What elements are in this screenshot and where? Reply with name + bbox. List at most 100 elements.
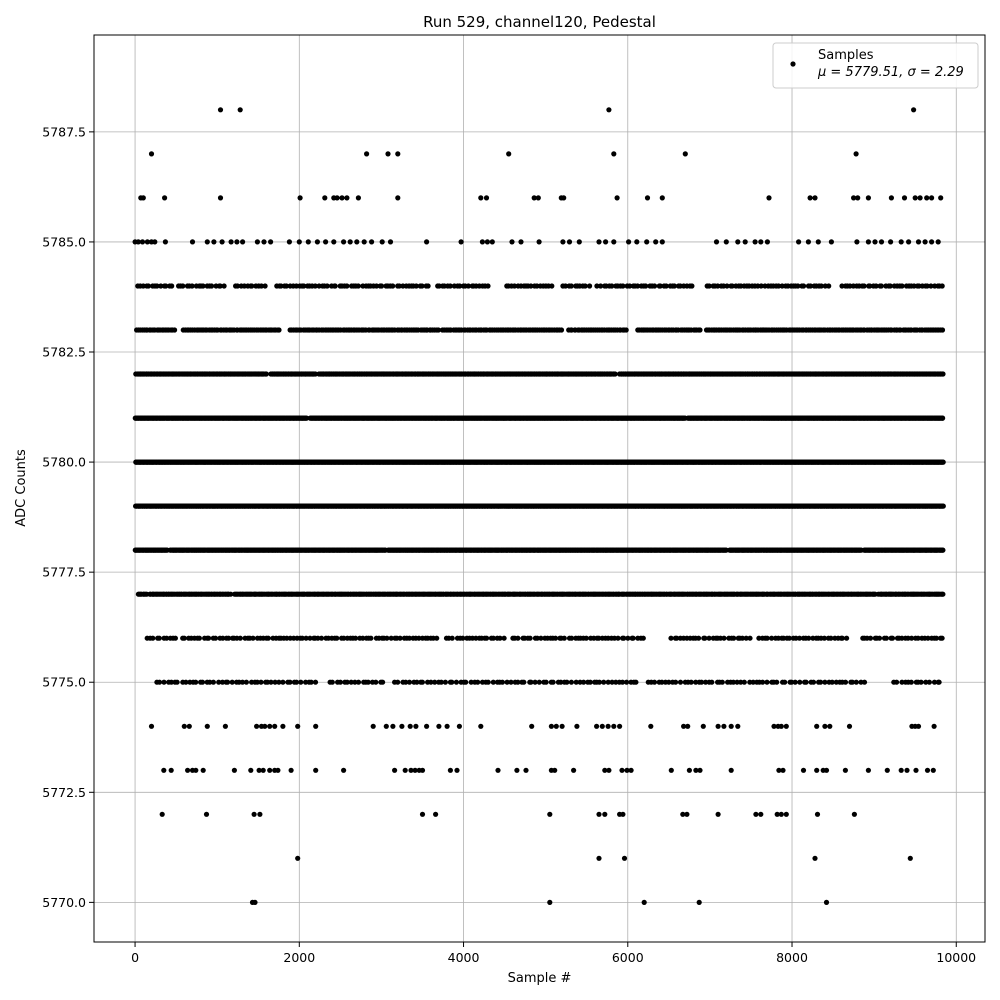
sample-point	[295, 723, 301, 729]
sample-point	[619, 767, 625, 773]
sample-point	[329, 679, 335, 685]
sample-point	[237, 635, 243, 641]
sample-point	[183, 679, 189, 685]
sample-point	[739, 635, 746, 641]
sample-point	[571, 767, 577, 773]
sample-point	[666, 679, 672, 685]
sample-point	[222, 723, 228, 729]
sample-point	[568, 679, 575, 685]
sample-point	[484, 635, 490, 641]
sample-point	[621, 635, 627, 641]
sample-point	[605, 679, 611, 685]
sample-point	[293, 679, 300, 685]
sample-point	[827, 723, 833, 729]
sample-point	[352, 635, 359, 641]
sample-point	[624, 767, 630, 773]
sample-point	[416, 635, 422, 641]
sample-point	[693, 767, 699, 773]
sample-point	[298, 679, 304, 685]
sample-point	[490, 635, 496, 641]
sample-point	[702, 635, 708, 641]
sample-point	[159, 811, 165, 817]
sample-point	[438, 679, 444, 685]
sample-point	[786, 635, 792, 641]
sample-point	[433, 811, 439, 817]
sample-point	[186, 723, 192, 729]
sample-point	[674, 635, 680, 641]
sample-point	[594, 723, 600, 729]
sample-point	[559, 723, 565, 729]
sample-point	[764, 635, 770, 641]
sample-point	[776, 767, 782, 773]
sample-point	[730, 679, 737, 685]
sample-point	[728, 723, 734, 729]
sample-point	[258, 679, 264, 685]
sample-point	[778, 811, 784, 817]
sample-point	[865, 767, 872, 773]
sample-point	[406, 679, 413, 685]
sample-point	[771, 723, 777, 729]
sample-point	[648, 723, 654, 729]
sample-point	[193, 679, 199, 685]
sample-point	[547, 811, 553, 817]
sample-point	[822, 679, 828, 685]
sample-point	[789, 679, 795, 685]
sample-point	[384, 635, 390, 641]
sample-point	[581, 679, 587, 685]
sample-point	[696, 899, 702, 906]
sample-point	[254, 679, 260, 685]
sample-point	[842, 679, 849, 685]
sample-point	[312, 679, 319, 685]
sample-point	[550, 679, 556, 685]
sample-point	[735, 723, 741, 729]
sample-point	[703, 679, 709, 685]
sample-point	[904, 767, 910, 773]
sample-point	[915, 723, 922, 729]
sample-point	[313, 723, 319, 729]
sample-point	[620, 811, 626, 817]
sample-point	[894, 679, 900, 685]
sample-point	[150, 635, 156, 641]
sample-point	[449, 679, 455, 685]
sample-point	[613, 679, 619, 685]
sample-point	[814, 767, 820, 773]
sample-point	[528, 679, 534, 685]
sample-point	[800, 767, 807, 773]
sample-point	[884, 767, 890, 773]
sample-point	[677, 679, 684, 685]
sample-point	[210, 679, 216, 685]
sample-point	[341, 635, 347, 641]
sample-point	[774, 679, 780, 685]
sample-point	[432, 679, 438, 685]
sample-point	[933, 635, 940, 641]
sample-point	[203, 811, 210, 817]
sample-point	[611, 723, 617, 729]
sample-point	[275, 767, 281, 773]
sample-point	[288, 767, 294, 773]
sample-point	[280, 679, 286, 685]
sample-point	[475, 679, 481, 685]
sample-point	[495, 767, 501, 773]
sample-point	[239, 679, 246, 685]
sample-point	[365, 679, 371, 685]
sample-point	[250, 635, 256, 641]
sample-point	[388, 635, 394, 641]
sample-point	[596, 635, 602, 641]
sample-point	[715, 811, 721, 817]
sample-point	[337, 679, 343, 685]
sample-point	[924, 767, 931, 773]
sample-point	[936, 679, 942, 685]
sample-point	[413, 723, 419, 729]
sample-point	[624, 679, 630, 685]
sample-point	[424, 723, 430, 729]
sample-point	[630, 635, 636, 641]
sample-point	[599, 723, 605, 729]
sample-point	[276, 679, 282, 685]
sample-point	[262, 723, 268, 729]
sample-point	[460, 635, 466, 641]
sample-point	[849, 679, 856, 685]
sample-point	[252, 899, 258, 906]
sample-point	[449, 635, 455, 641]
sample-point	[688, 679, 694, 685]
